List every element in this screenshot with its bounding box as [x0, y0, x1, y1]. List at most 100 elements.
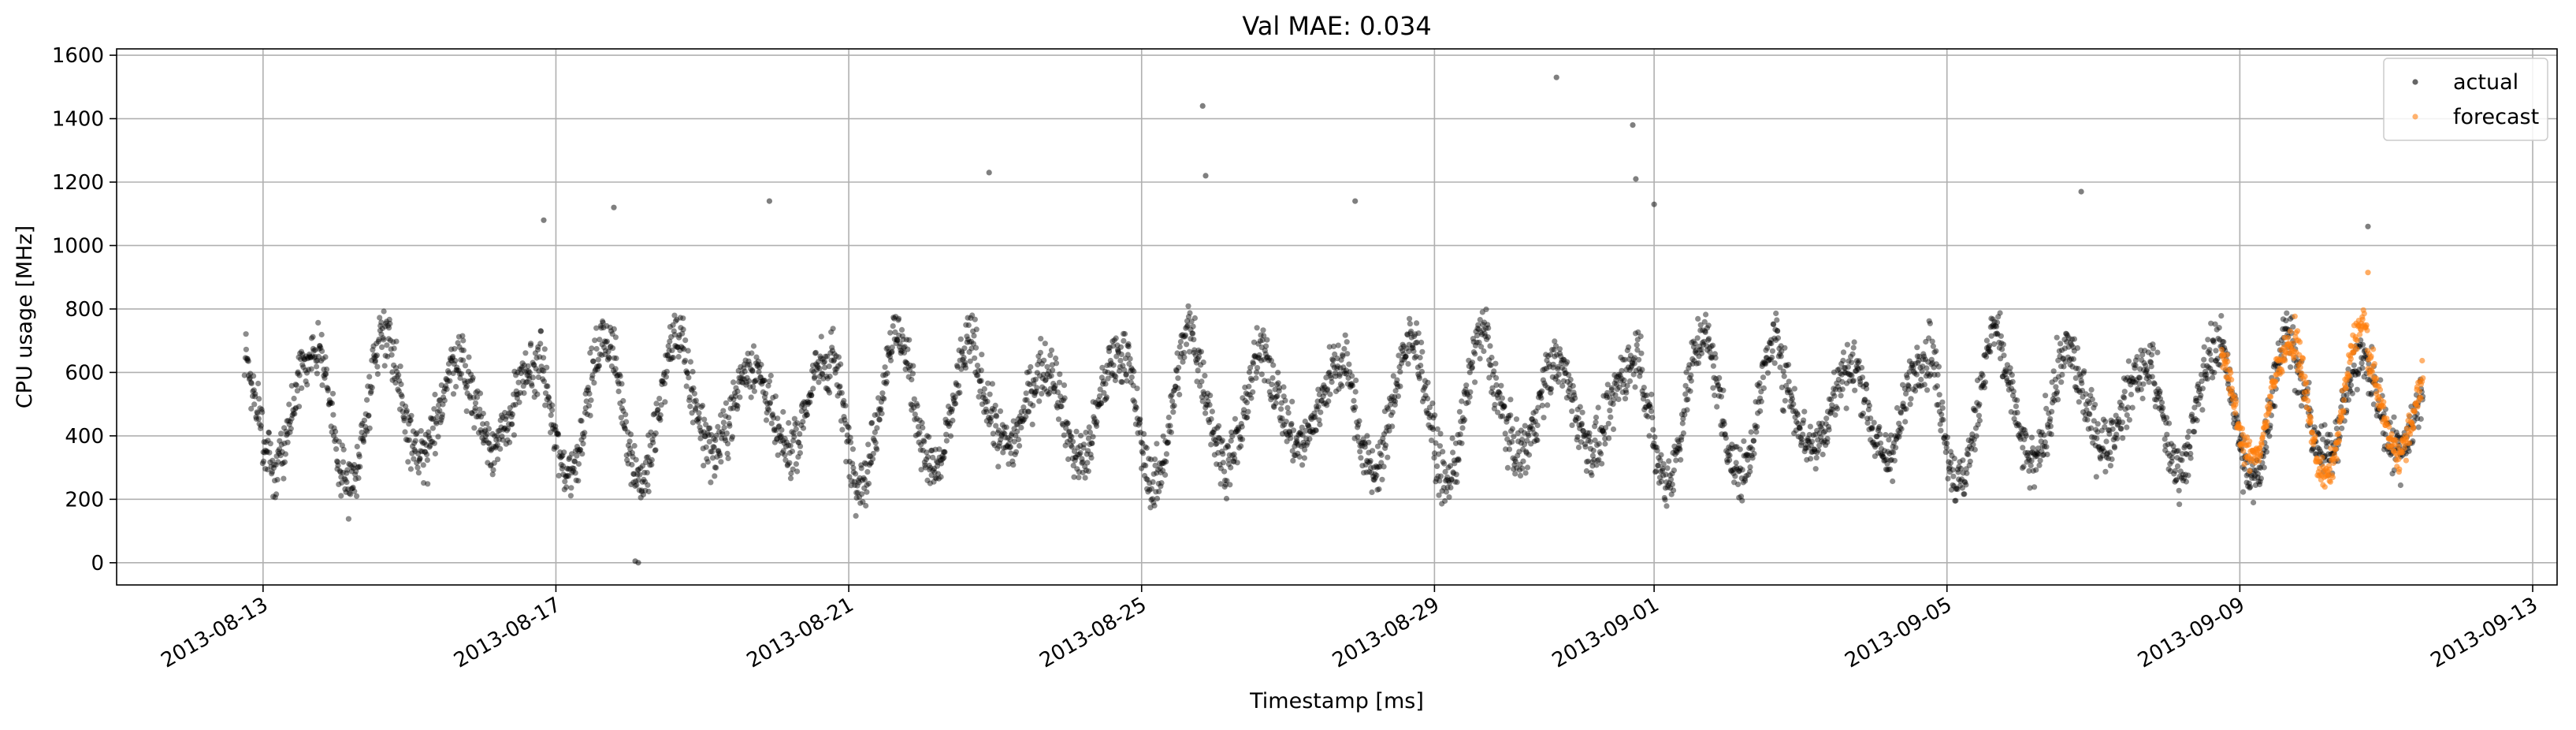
actual-point: [549, 407, 556, 413]
actual-point: [1191, 347, 1198, 353]
actual-point: [731, 401, 738, 408]
actual-point: [471, 408, 478, 415]
actual-point: [1466, 357, 1472, 363]
actual-point: [1600, 393, 1607, 399]
actual-point: [1805, 438, 1811, 444]
actual-point: [1847, 371, 1853, 378]
actual-point: [1462, 391, 1468, 397]
actual-point: [917, 447, 924, 453]
actual-point: [561, 486, 567, 493]
actual-point: [1678, 412, 1686, 418]
actual-point: [1172, 383, 1179, 389]
actual-point: [1879, 453, 1885, 459]
actual-point: [866, 462, 873, 468]
actual-point: [1407, 330, 1414, 337]
actual-point: [1554, 352, 1560, 358]
actual-point: [1463, 382, 1470, 389]
actual-point: [1882, 457, 1888, 464]
actual-point: [1614, 386, 1620, 393]
actual-point: [325, 387, 331, 393]
actual-point: [453, 367, 459, 373]
actual-point: [2263, 444, 2269, 450]
actual-point: [1348, 382, 1355, 389]
actual-point: [1953, 485, 1960, 492]
actual-point: [1591, 456, 1597, 464]
actual-point: [1990, 316, 1996, 322]
actual-point: [1391, 397, 1397, 404]
actual-point: [1934, 383, 1940, 389]
actual-point: [1412, 331, 1418, 337]
actual-point: [1254, 325, 1260, 331]
actual-point: [2065, 335, 2072, 341]
actual-point: [783, 439, 790, 445]
actual-point: [1067, 433, 1073, 439]
actual-point: [1110, 362, 1117, 368]
actual-point: [1909, 360, 1915, 367]
actual-point: [396, 388, 402, 394]
actual-point: [2137, 366, 2143, 372]
actual-point: [776, 423, 782, 430]
actual-point: [1946, 466, 1953, 472]
actual-point: [889, 348, 895, 355]
actual-point: [1044, 363, 1050, 370]
actual-point: [1086, 424, 1092, 430]
actual-point: [2352, 372, 2359, 378]
actual-point: [1152, 462, 1158, 469]
actual-point: [2038, 438, 2044, 445]
actual-point: [401, 415, 407, 422]
actual-point: [1721, 421, 1727, 427]
actual-point: [979, 352, 985, 358]
actual-point: [2173, 477, 2180, 483]
actual-point: [1231, 459, 1237, 465]
actual-point: [2046, 410, 2052, 416]
actual-point: [801, 404, 808, 412]
actual-point: [1645, 403, 1652, 409]
actual-point: [1872, 444, 1879, 450]
actual-point: [460, 347, 467, 353]
actual-point: [1674, 448, 1680, 454]
actual-point: [1385, 454, 1391, 460]
actual-point: [1251, 353, 1258, 359]
actual-point: [1459, 415, 1466, 421]
actual-point: [352, 471, 359, 478]
actual-point: [2104, 451, 2110, 457]
actual-point: [909, 407, 915, 413]
actual-point: [1746, 445, 1753, 452]
actual-point: [1563, 395, 1570, 401]
actual-point: [483, 437, 489, 444]
actual-point: [2084, 416, 2091, 423]
actual-point: [645, 488, 652, 495]
actual-point: [685, 348, 691, 354]
actual-point: [1115, 349, 1121, 356]
actual-point: [1972, 425, 1979, 431]
actual-point: [1658, 479, 1665, 485]
actual-point: [567, 455, 573, 461]
actual-point: [1032, 376, 1039, 382]
actual-point: [1735, 481, 1741, 488]
actual-point: [1555, 363, 1561, 371]
actual-point: [1715, 382, 1721, 389]
actual-point: [1481, 348, 1487, 355]
actual-point: [1686, 362, 1693, 368]
actual-point: [1619, 376, 1625, 382]
actual-point: [1476, 339, 1482, 345]
actual-point: [924, 433, 931, 439]
actual-point: [2202, 375, 2209, 382]
actual-point: [1544, 385, 1551, 391]
actual-point: [319, 348, 325, 354]
actual-point: [1875, 450, 1881, 456]
actual-point: [2271, 361, 2277, 367]
actual-point: [297, 350, 303, 356]
actual-point: [2072, 384, 2079, 390]
actual-point: [1389, 423, 1396, 430]
actual-point: [2054, 390, 2060, 397]
actual-point: [768, 372, 774, 379]
forecast-point: [2363, 322, 2370, 328]
actual-point: [2065, 354, 2071, 360]
actual-point: [1047, 385, 1054, 392]
actual-point: [1971, 407, 1977, 413]
actual-point: [443, 383, 449, 389]
actual-point: [1589, 472, 1595, 479]
actual-point: [426, 429, 432, 435]
actual-point: [1794, 419, 1800, 425]
